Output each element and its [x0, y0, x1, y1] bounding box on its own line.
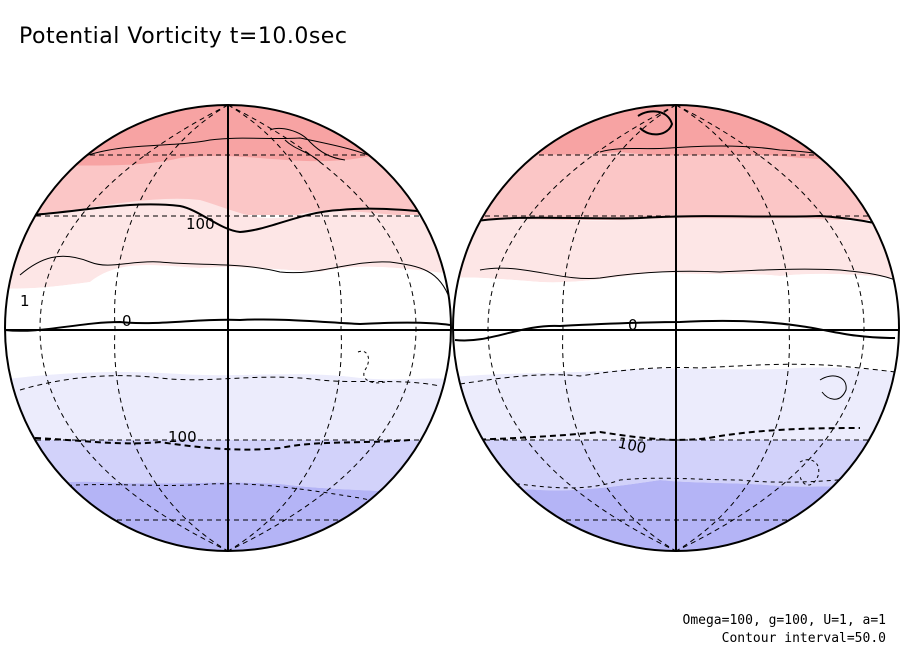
params-text: Omega=100, g=100, U=1, a=1 — [682, 613, 887, 628]
band-neg-mid — [5, 440, 451, 500]
plot-title: Potential Vorticity t=10.0sec — [19, 24, 348, 49]
contour-label-west-zero: 0 — [122, 312, 132, 330]
band-neutral-east — [453, 272, 899, 378]
contour-label-east-pos: 100 — [640, 198, 669, 216]
band-neg-strong — [5, 481, 451, 551]
contour-label-east-zero: 0 — [628, 316, 638, 334]
contour-label-west-pos: 100 — [186, 215, 215, 233]
contour-interval-text: Contour interval=50.0 — [721, 631, 886, 646]
contour-label-west-neg: 100 — [168, 428, 197, 446]
band-neg-strong-east — [453, 480, 899, 551]
band-pos-weak-east — [453, 218, 899, 283]
band-pos-mid — [5, 155, 451, 215]
east-hemisphere: 100 0 100 — [452, 104, 900, 552]
west-hemisphere: 100 0 100 1 — [4, 104, 452, 552]
contour-label-east-neg: 100 — [616, 434, 648, 458]
contour-label-edge: 1 — [20, 292, 30, 310]
band-pos-strong-east — [453, 105, 899, 160]
plot-footer: Omega=100, g=100, U=1, a=1 Contour inter… — [683, 612, 887, 648]
band-neg-weak — [5, 372, 451, 440]
band-pos-mid-east — [453, 152, 899, 220]
